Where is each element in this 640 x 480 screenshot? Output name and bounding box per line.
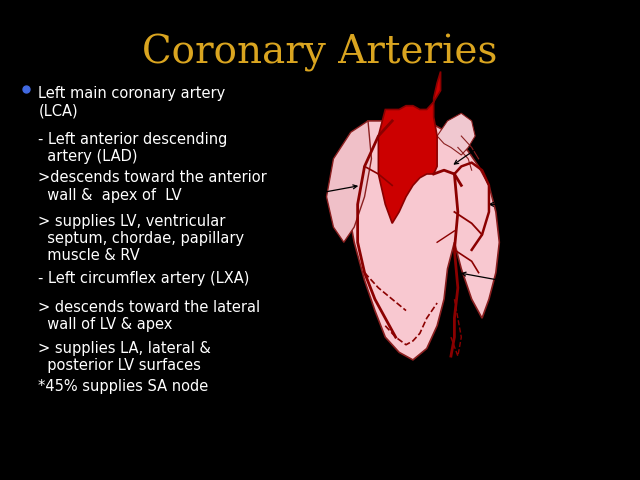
Text: > supplies LA, lateral &
  posterior LV surfaces: > supplies LA, lateral & posterior LV su… (38, 341, 211, 373)
Text: - Left anterior descending
  artery (LAD): - Left anterior descending artery (LAD) (38, 132, 228, 164)
Polygon shape (348, 117, 499, 360)
Text: Aorta: Aorta (358, 63, 399, 73)
Text: Coronary Arteries: Coronary Arteries (142, 34, 498, 72)
Text: Circumflex
Artery: Circumflex Artery (490, 193, 577, 215)
Text: - Left circumflex artery (LXA): - Left circumflex artery (LXA) (38, 271, 250, 286)
Text: *45% supplies SA node: *45% supplies SA node (38, 379, 209, 394)
Text: >descends toward the anterior
  wall &  apex of  LV: >descends toward the anterior wall & ape… (38, 170, 267, 203)
Text: Left
Anterior
Descending
Artery: Left Anterior Descending Artery (462, 265, 570, 310)
Text: Left main coronary artery
(LCA): Left main coronary artery (LCA) (38, 86, 226, 119)
Text: > supplies LV, ventricular
  septum, chordae, papillary
  muscle & RV: > supplies LV, ventricular septum, chord… (38, 214, 244, 264)
Polygon shape (437, 113, 475, 155)
Polygon shape (378, 72, 440, 223)
Text: > descends toward the lateral
  wall of LV & apex: > descends toward the lateral wall of LV… (38, 300, 260, 332)
Polygon shape (326, 121, 371, 242)
Text: Right
Coronary
Artery: Right Coronary Artery (276, 180, 357, 213)
Text: Left Coronary
Artery: Left Coronary Artery (454, 110, 550, 164)
